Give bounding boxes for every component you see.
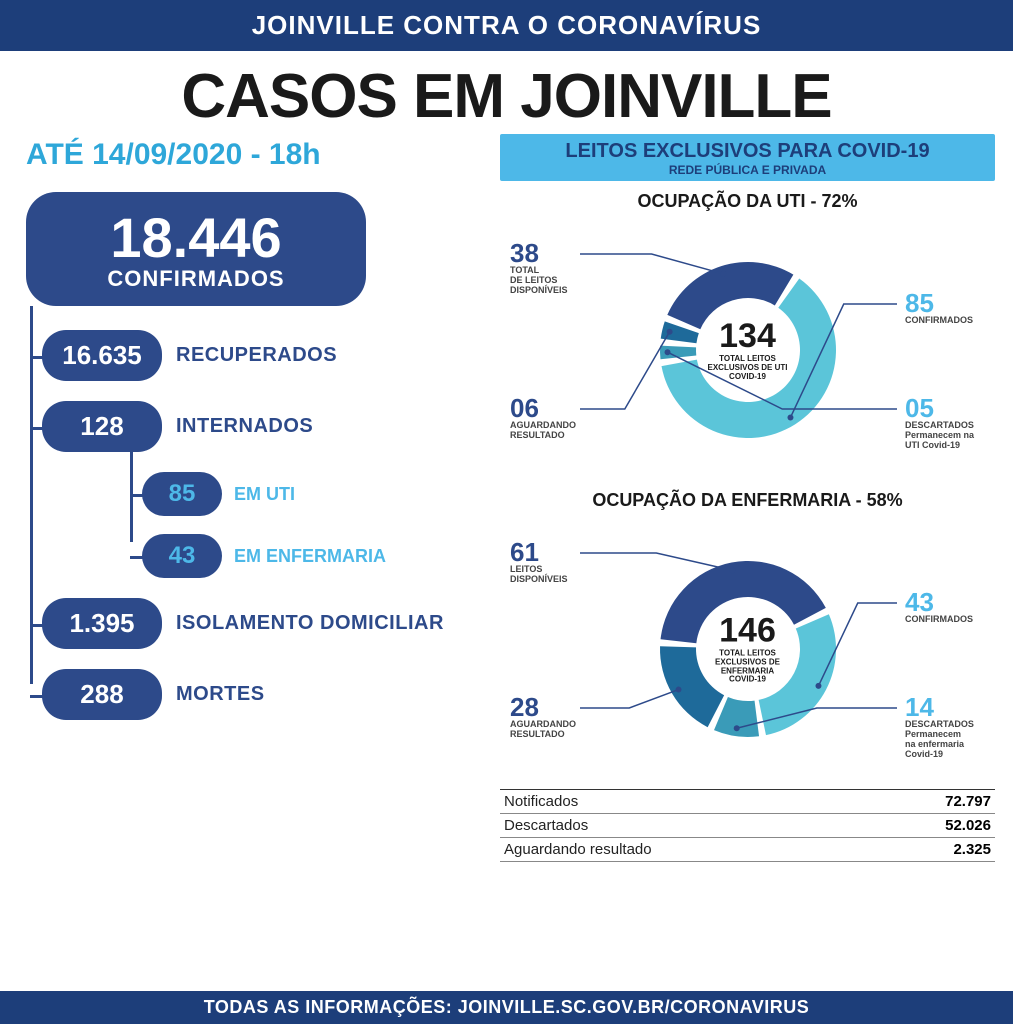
uti-chart-block: OCUPAÇÃO DA UTI - 72% 134 TOTAL LEITOSEX…: [500, 191, 995, 480]
summary-value: 72.797: [945, 793, 991, 810]
sub-label: EM ENFERMARIA: [234, 546, 386, 567]
uti-donut-wrap: 134 TOTAL LEITOSEXCLUSIVOS DE UTICOVID-1…: [500, 220, 995, 480]
callout-disponiveis: 38TOTALDE LEITOSDISPONÍVEIS: [510, 240, 568, 296]
callout-descartados: 14DESCARTADOSPermanecemna enfermariaCovi…: [905, 694, 974, 760]
callout-disponiveis: 61LEITOSDISPONÍVEIS: [510, 539, 568, 585]
right-header: LEITOS EXCLUSIVOS PARA COVID-19 REDE PÚB…: [500, 134, 995, 181]
summary-value: 2.325: [953, 841, 991, 858]
confirmed-label: CONFIRMADOS: [46, 266, 346, 292]
tree-connector: [30, 306, 33, 684]
summary-row: Aguardando resultado 2.325: [500, 838, 995, 862]
right-column: LEITOS EXCLUSIVOS PARA COVID-19 REDE PÚB…: [500, 134, 995, 862]
infographic-page: JOINVILLE CONTRA O CORONAVÍRUS CASOS EM …: [0, 0, 1013, 1024]
header-band: JOINVILLE CONTRA O CORONAVÍRUS: [0, 0, 1013, 51]
stat-value: 1.395: [42, 598, 162, 649]
uti-center-num: 134: [707, 319, 787, 353]
footer-band: TODAS AS INFORMAÇÕES: JOINVILLE.SC.GOV.B…: [0, 991, 1013, 1024]
callout-aguardando: 06AGUARDANDORESULTADO: [510, 395, 576, 441]
summary-row: Descartados 52.026: [500, 814, 995, 838]
callout-confirmados: 85CONFIRMADOS: [905, 290, 973, 326]
stat-label: INTERNADOS: [176, 415, 313, 438]
stat-value: 16.635: [42, 330, 162, 381]
enf-donut-center: 146 TOTAL LEITOSEXCLUSIVOS DEENFERMARIAC…: [715, 613, 780, 684]
date-line: ATÉ 14/09/2020 - 18h: [26, 138, 488, 172]
stat-value: 288: [42, 669, 162, 720]
enf-chart-title: OCUPAÇÃO DA ENFERMARIA - 58%: [500, 490, 995, 511]
summary-label: Descartados: [504, 817, 588, 834]
uti-donut-center: 134 TOTAL LEITOSEXCLUSIVOS DE UTICOVID-1…: [707, 319, 787, 381]
callout-descartados: 05DESCARTADOSPermanecem naUTI Covid-19: [905, 395, 974, 451]
subtree-connector: [130, 452, 133, 542]
enf-center-num: 146: [715, 613, 780, 647]
sub-label: EM UTI: [234, 484, 295, 505]
footer-text: TODAS AS INFORMAÇÕES: JOINVILLE.SC.GOV.B…: [204, 997, 810, 1017]
sub-value: 43: [142, 534, 222, 578]
uti-chart-title: OCUPAÇÃO DA UTI - 72%: [500, 191, 995, 212]
callout-aguardando: 28AGUARDANDORESULTADO: [510, 694, 576, 740]
left-column: ATÉ 14/09/2020 - 18h 18.446 CONFIRMADOS …: [18, 134, 488, 862]
stat-isolamento: 1.395 ISOLAMENTO DOMICILIAR: [42, 598, 488, 649]
stat-label: ISOLAMENTO DOMICILIAR: [176, 612, 444, 635]
sub-value: 85: [142, 472, 222, 516]
stats-tree: 16.635 RECUPERADOS 128 INTERNADOS 85 EM …: [18, 330, 488, 720]
callout-confirmados: 43CONFIRMADOS: [905, 589, 973, 625]
stat-label: MORTES: [176, 683, 265, 706]
sub-enfermaria: 43 EM ENFERMARIA: [142, 534, 488, 578]
enf-chart-block: OCUPAÇÃO DA ENFERMARIA - 58% 146 TOTAL L…: [500, 490, 995, 779]
sub-uti: 85 EM UTI: [142, 472, 488, 516]
right-header-subtitle: REDE PÚBLICA E PRIVADA: [500, 163, 995, 177]
confirmed-box: 18.446 CONFIRMADOS: [26, 192, 366, 306]
enf-donut-wrap: 146 TOTAL LEITOSEXCLUSIVOS DEENFERMARIAC…: [500, 519, 995, 779]
summary-row: Notificados 72.797: [500, 790, 995, 814]
summary-label: Aguardando resultado: [504, 841, 652, 858]
main-title: CASOS EM JOINVILLE: [0, 61, 1013, 132]
enf-center-label: TOTAL LEITOSEXCLUSIVOS DEENFERMARIACOVID…: [715, 649, 780, 684]
right-header-title: LEITOS EXCLUSIVOS PARA COVID-19: [500, 140, 995, 163]
summary-table: Notificados 72.797 Descartados 52.026 Ag…: [500, 789, 995, 862]
internados-subtree: 85 EM UTI 43 EM ENFERMARIA: [122, 472, 488, 578]
stat-mortes: 288 MORTES: [42, 669, 488, 720]
stat-label: RECUPERADOS: [176, 344, 337, 367]
stat-value: 128: [42, 401, 162, 452]
summary-value: 52.026: [945, 817, 991, 834]
content-area: ATÉ 14/09/2020 - 18h 18.446 CONFIRMADOS …: [0, 134, 1013, 862]
stat-recuperados: 16.635 RECUPERADOS: [42, 330, 488, 381]
stat-internados: 128 INTERNADOS: [42, 401, 488, 452]
confirmed-value: 18.446: [46, 210, 346, 266]
uti-center-label: TOTAL LEITOSEXCLUSIVOS DE UTICOVID-19: [707, 355, 787, 381]
header-title: JOINVILLE CONTRA O CORONAVÍRUS: [252, 10, 762, 40]
summary-label: Notificados: [504, 793, 578, 810]
